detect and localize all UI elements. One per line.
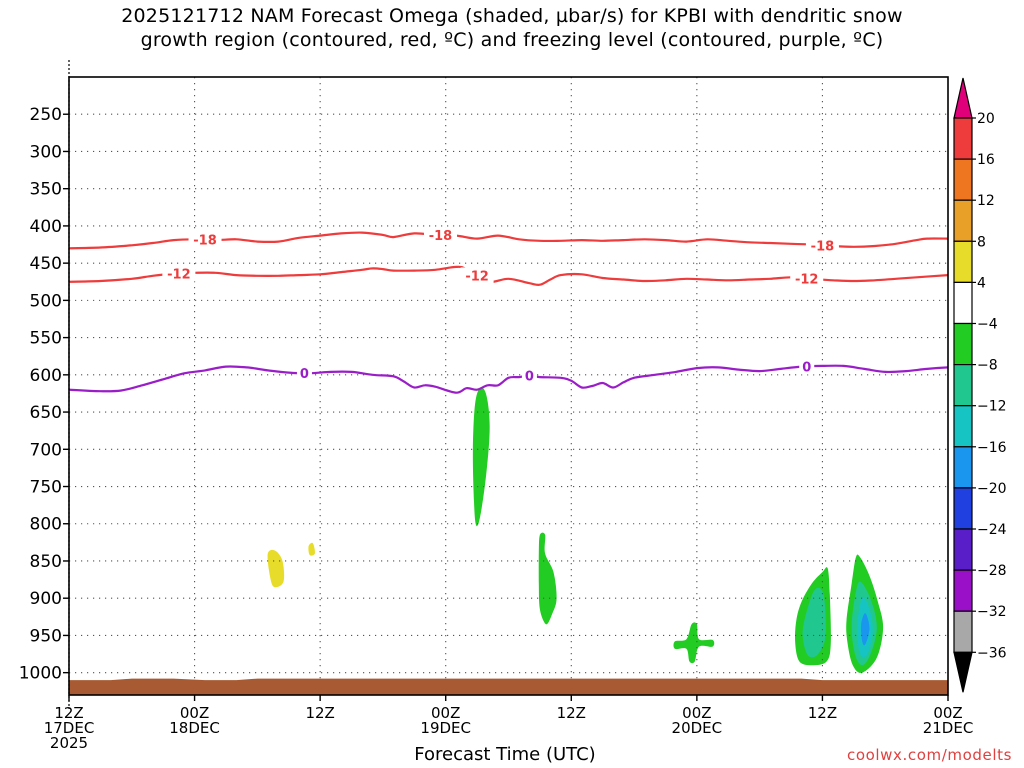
colorbar-swatch xyxy=(953,446,973,489)
x-tick-label: 00Z xyxy=(933,704,962,722)
x-tick-label: 12Z xyxy=(305,704,334,722)
y-tick-label: 350 xyxy=(30,180,62,200)
colorbar-tick-label: 4 xyxy=(977,275,986,291)
colorbar-tick-label: −24 xyxy=(977,522,1007,538)
colorbar-swatch xyxy=(953,364,973,407)
y-tick-label: 900 xyxy=(30,589,62,609)
x-tick-label: 21DEC xyxy=(923,719,974,737)
contour-label: -18 xyxy=(193,234,217,249)
x-tick-label: 18DEC xyxy=(169,719,220,737)
contour-label: 0 xyxy=(525,370,534,385)
colorbar-tick-label: −16 xyxy=(977,440,1007,456)
omega-region-10 xyxy=(860,613,870,646)
x-tick-label: 12Z xyxy=(557,704,586,722)
y-tick-label: 750 xyxy=(30,478,62,498)
y-tick-label: 550 xyxy=(30,329,62,349)
y-tick-label: 700 xyxy=(30,440,62,460)
y-tick-label: 300 xyxy=(30,142,62,162)
omega-region-6 xyxy=(802,587,826,658)
colorbar-bottom-triangle xyxy=(953,651,973,693)
y-tick-label: 850 xyxy=(30,552,62,572)
y-tick-label: 800 xyxy=(30,515,62,535)
contour-label-bg xyxy=(162,265,196,282)
y-tick-label: 450 xyxy=(30,254,62,274)
x-tick-label: 12Z xyxy=(808,704,837,722)
y-tick-label: 650 xyxy=(30,403,62,423)
y-tick-label: 600 xyxy=(30,366,62,386)
colorbar-swatch xyxy=(953,199,973,242)
contour-label-bg xyxy=(805,237,839,254)
contour-label-bg xyxy=(790,270,824,287)
y-tick-label: 1000 xyxy=(19,664,62,684)
title-line-2: growth region (contoured, red, ºC) and f… xyxy=(140,29,884,51)
contour-label: -12 xyxy=(465,269,489,284)
colorbar-swatch xyxy=(953,487,973,530)
colorbar-tick-label: −4 xyxy=(977,317,998,333)
y-tick-label: 250 xyxy=(30,105,62,125)
x-tick-label: 19DEC xyxy=(420,719,471,737)
x-tick-label: 12Z xyxy=(54,704,83,722)
contour-label: 0 xyxy=(300,367,309,382)
contour-label-bg xyxy=(188,231,222,248)
x-tick-label: 00Z xyxy=(180,704,209,722)
omega-region-1 xyxy=(308,542,315,556)
chart-title: 2025121712 NAM Forecast Omega (shaded, µ… xyxy=(0,4,1024,52)
colorbar-swatch xyxy=(953,610,973,653)
colorbar-swatch xyxy=(953,158,973,201)
contour-label: -12 xyxy=(795,272,819,287)
contour-label-bg xyxy=(460,267,494,284)
omega-region-4 xyxy=(673,622,715,664)
colorbar-tick-label: −20 xyxy=(977,481,1007,497)
colorbar-swatch xyxy=(953,322,973,366)
y-tick-label: 500 xyxy=(30,291,62,311)
colorbar-tick-label: −36 xyxy=(977,645,1007,661)
x-tick-label: 00Z xyxy=(682,704,711,722)
contour-label-bg xyxy=(296,365,312,382)
x-tick-label: 00Z xyxy=(431,704,460,722)
colorbar-swatch xyxy=(953,569,973,612)
omega-region-3 xyxy=(538,532,557,625)
colorbar-tick-label: −12 xyxy=(977,399,1007,415)
contour-label: -12 xyxy=(167,267,191,282)
colorbar-tick-label: −8 xyxy=(977,358,998,374)
x-tick-label: 17DEC xyxy=(44,719,95,737)
colorbar-tick-label: 12 xyxy=(977,193,995,209)
colorbar-tick-label: 16 xyxy=(977,152,995,168)
contour-label-bg xyxy=(799,358,815,375)
colorbar-swatch xyxy=(953,117,973,160)
y-tick-label: 400 xyxy=(30,217,62,237)
x-tick-label: 20DEC xyxy=(672,719,723,737)
title-line-1: 2025121712 NAM Forecast Omega (shaded, µ… xyxy=(121,5,903,27)
contour-label: 0 xyxy=(802,360,811,375)
colorbar-swatch xyxy=(953,240,973,284)
contour-label-bg xyxy=(423,227,457,244)
contour-label-bg xyxy=(521,367,537,384)
colorbar-swatch xyxy=(953,405,973,448)
surface-terrain xyxy=(69,678,948,695)
contour-line--12 xyxy=(68,265,949,287)
contour-label: -18 xyxy=(811,239,835,254)
y-tick-label: 950 xyxy=(30,626,62,646)
x-axis-label: Forecast Time (UTC) xyxy=(414,744,596,765)
omega-region-2 xyxy=(472,387,490,527)
contour-label: -18 xyxy=(429,229,453,244)
colorbar-swatch xyxy=(953,528,973,571)
colorbar-swatch xyxy=(953,281,973,325)
colorbar-tick-label: −28 xyxy=(977,563,1007,579)
colorbar-tick-label: 20 xyxy=(977,111,995,127)
omega-region-0 xyxy=(267,549,285,588)
credit-text: coolwx.com/modelts xyxy=(847,746,1012,764)
colorbar-top-triangle xyxy=(953,77,973,119)
colorbar-tick-label: 8 xyxy=(977,234,986,250)
contour-line-0 xyxy=(68,364,949,394)
colorbar-tick-label: −32 xyxy=(977,604,1007,620)
x-tick-label: 2025 xyxy=(50,734,88,752)
